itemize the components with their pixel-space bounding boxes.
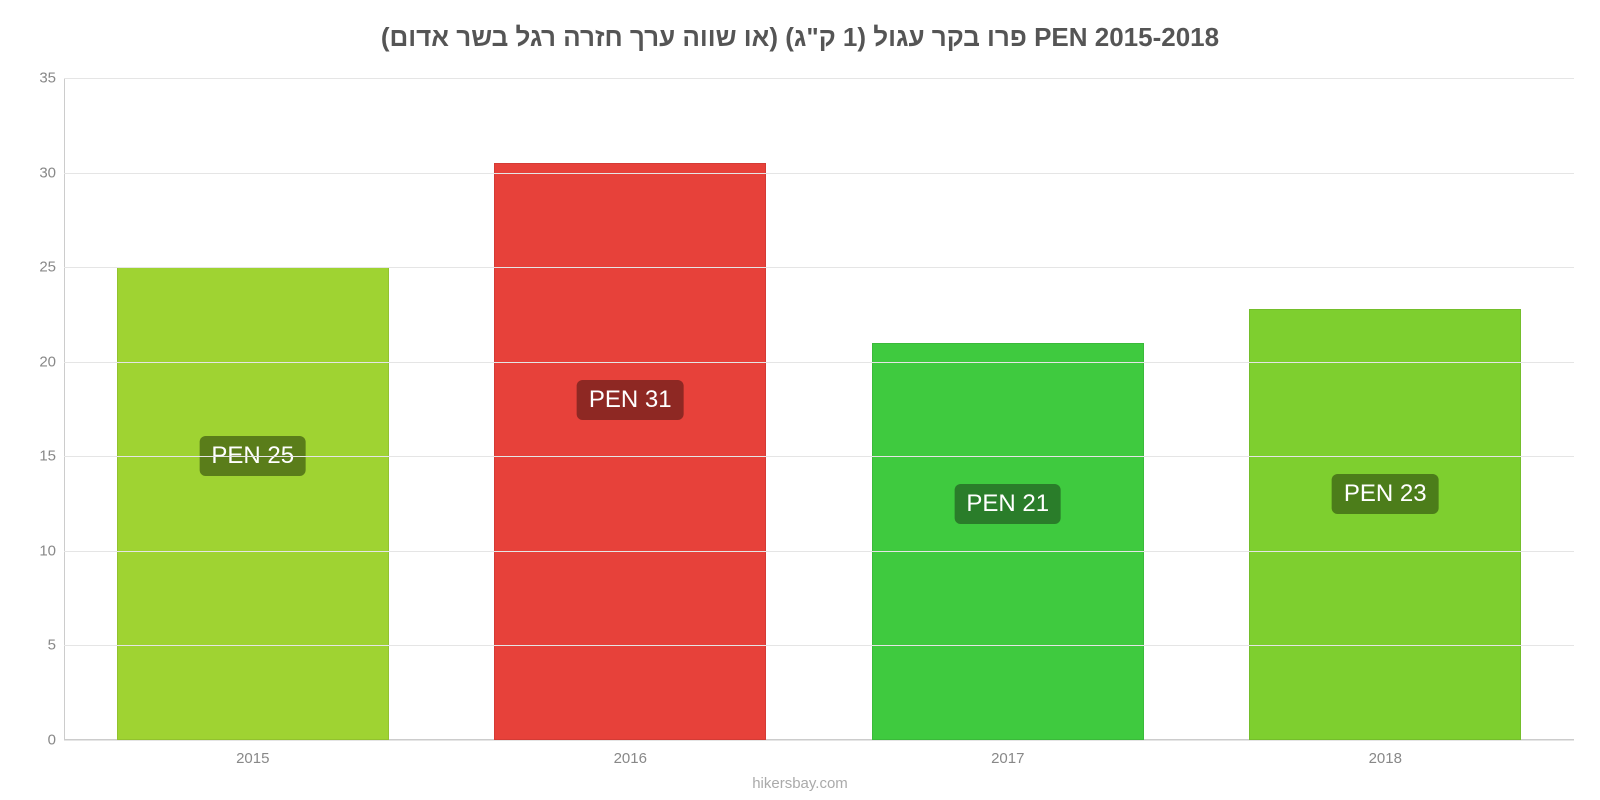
x-tick-label: 2018	[1369, 740, 1402, 767]
y-tick-label: 35	[39, 70, 64, 87]
bar	[494, 163, 766, 740]
y-tick-label: 15	[39, 448, 64, 465]
y-tick-label: 0	[48, 732, 64, 749]
y-tick-label: 10	[39, 542, 64, 559]
x-tick-label: 2015	[236, 740, 269, 767]
y-tick-label: 25	[39, 259, 64, 276]
y-tick-label: 5	[48, 637, 64, 654]
plot-area: PEN 25PEN 31PEN 21PEN 23 051015202530352…	[64, 78, 1574, 740]
bar-chart: פרו בקר עגול (1 ק"ג) (או שווה ערך חזרה ר…	[0, 0, 1600, 800]
gridline	[64, 173, 1574, 174]
gridline	[64, 78, 1574, 79]
bar	[117, 267, 389, 740]
bar-value-label: PEN 21	[954, 484, 1061, 524]
chart-footer: hikersbay.com	[0, 775, 1600, 792]
gridline	[64, 456, 1574, 457]
bars-container: PEN 25PEN 31PEN 21PEN 23	[64, 78, 1574, 740]
chart-title: פרו בקר עגול (1 ק"ג) (או שווה ערך חזרה ר…	[0, 22, 1600, 53]
gridline	[64, 362, 1574, 363]
y-tick-label: 20	[39, 353, 64, 370]
gridline	[64, 551, 1574, 552]
bar	[1249, 309, 1521, 740]
bar	[872, 343, 1144, 740]
gridline	[64, 267, 1574, 268]
gridline	[64, 740, 1574, 741]
x-tick-label: 2017	[991, 740, 1024, 767]
bar-value-label: PEN 23	[1332, 474, 1439, 514]
y-tick-label: 30	[39, 164, 64, 181]
x-tick-label: 2016	[614, 740, 647, 767]
bar-value-label: PEN 31	[577, 380, 684, 420]
gridline	[64, 645, 1574, 646]
